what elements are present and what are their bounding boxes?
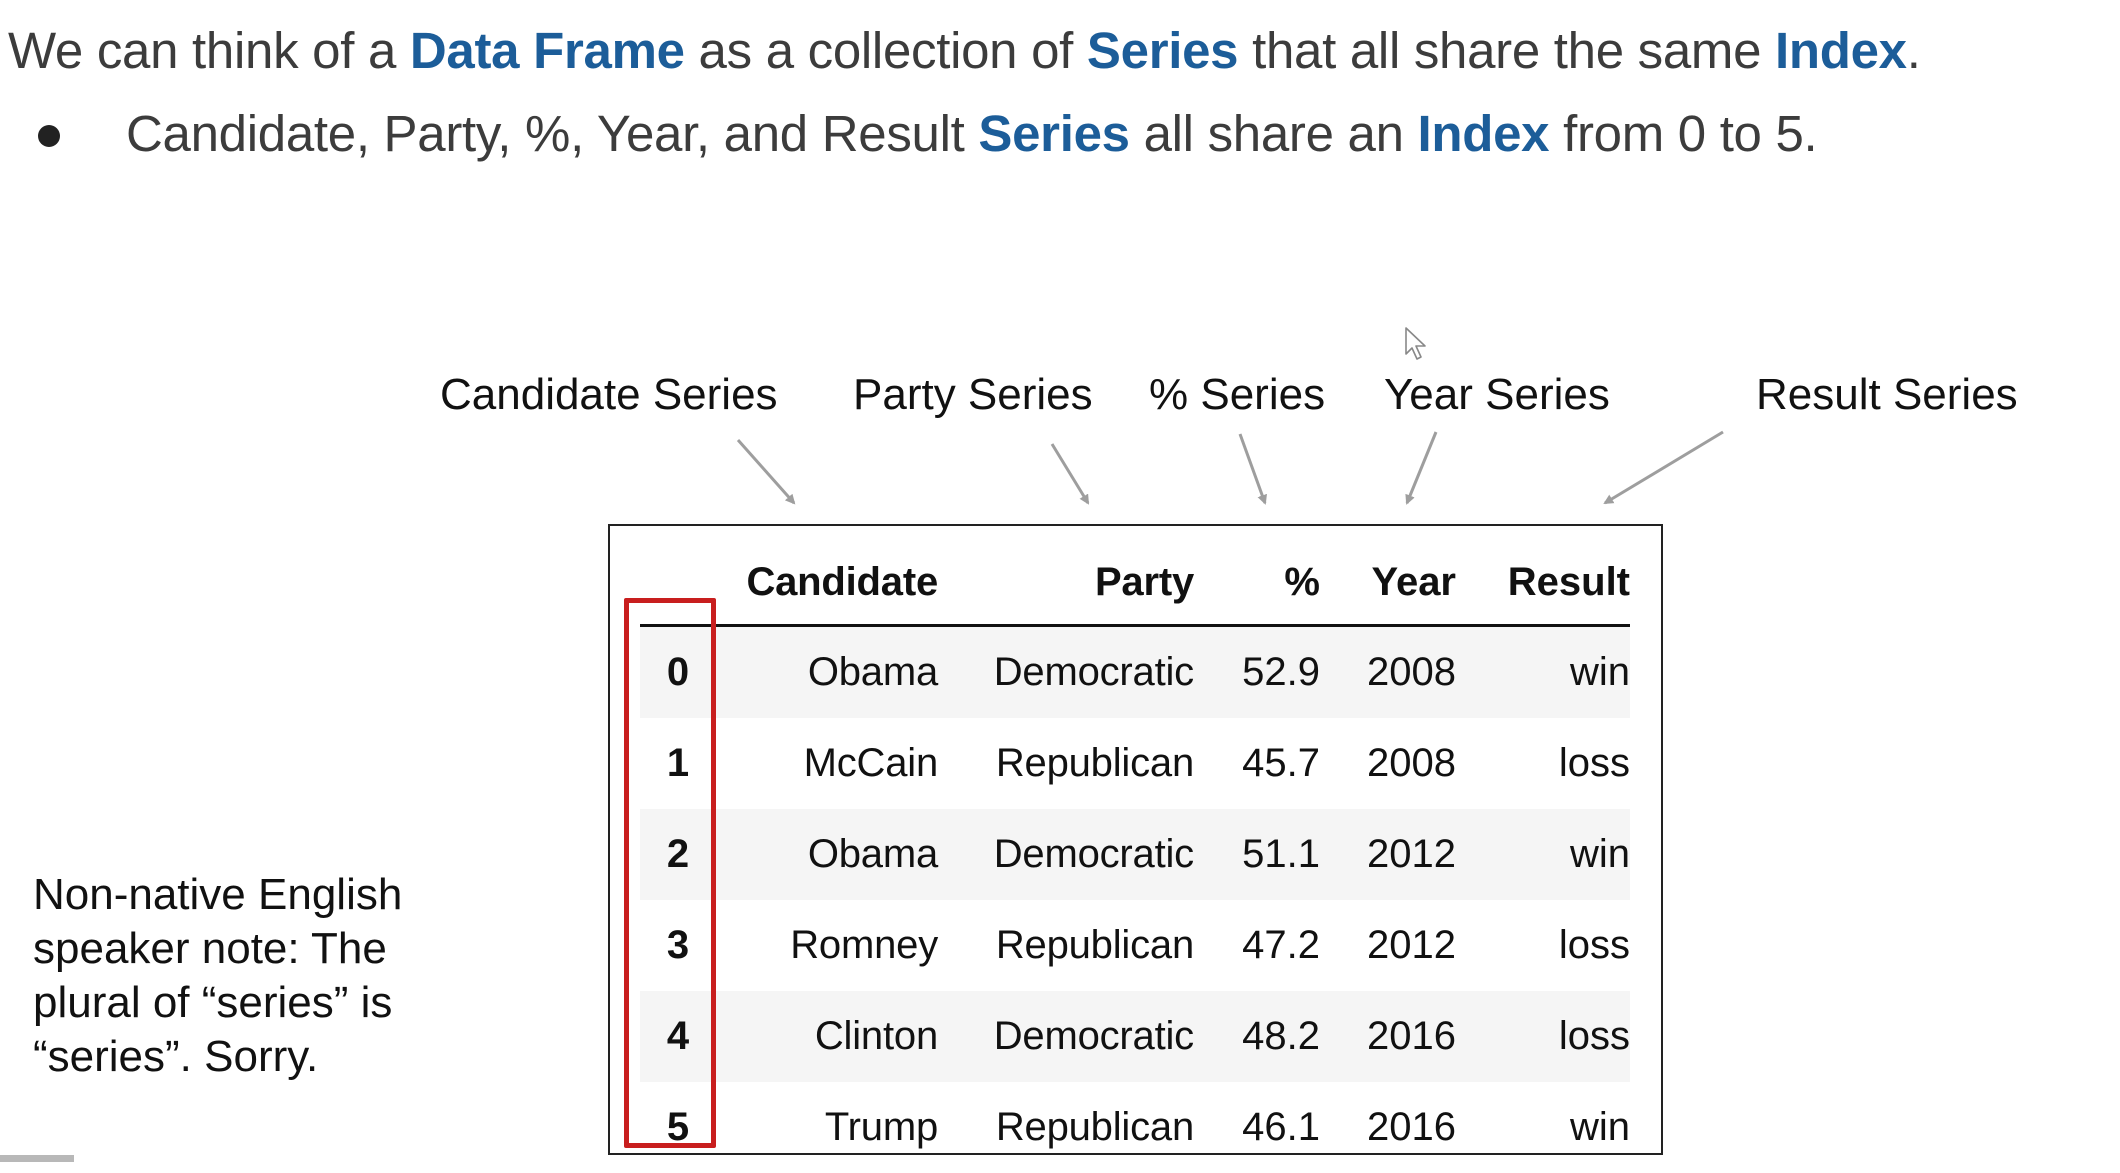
year-column-header: Year <box>1320 540 1456 627</box>
index-cell: 5 <box>666 1105 690 1149</box>
party-cell: Republican <box>995 741 1194 785</box>
party-cell: Republican <box>995 1105 1194 1149</box>
index-cell: 0 <box>640 625 716 718</box>
result-cell: win <box>1456 625 1630 718</box>
bullet-text-1: Candidate, Party, %, Year, and Result <box>126 105 979 162</box>
table-row: 1 McCain Republican 45.7 2008 loss <box>640 718 1630 809</box>
candidate-cell: Romney <box>790 923 938 967</box>
headline-term-data-frame: Data Frame <box>409 22 685 79</box>
percent-column-header: % <box>1194 540 1320 627</box>
year-arrow <box>1405 431 1438 505</box>
headline-text-2: as a collection of <box>684 22 1087 79</box>
party-cell: Democratic <box>938 625 1194 718</box>
result-arrow <box>1603 430 1724 505</box>
party-cell: Republican <box>995 923 1194 967</box>
data-frame-table-frame: Candidate Party % Year Result 0 Obama De… <box>608 524 1663 1155</box>
party-column-header: Party <box>938 540 1194 627</box>
result-cell: win <box>1569 1105 1630 1149</box>
mouse-pointer-icon <box>1405 327 1426 360</box>
result-cell: win <box>1456 809 1630 900</box>
data-frame-table: Candidate Party % Year Result 0 Obama De… <box>640 540 1630 1173</box>
result-cell: loss <box>1456 991 1630 1082</box>
bullet-text-3: from 0 to 5. <box>1549 105 1818 162</box>
candidate-arrow <box>736 439 796 505</box>
percent-cell: 51.1 <box>1194 809 1320 900</box>
headline-text-4: . <box>1906 22 1921 79</box>
headline-text-1: We can think of a <box>8 22 410 79</box>
bullet-text-2: all share an <box>1129 105 1418 162</box>
candidate-cell: Obama <box>716 809 938 900</box>
candidate-series-label: Candidate Series <box>440 370 778 419</box>
bullet-term-series: Series <box>978 105 1130 162</box>
year-cell: 2012 <box>1367 923 1456 967</box>
speaker-note: Non-native English speaker note: The plu… <box>33 870 403 1081</box>
table-row: 4 Clinton Democratic 48.2 2016 loss <box>640 991 1630 1082</box>
result-column-header: Result <box>1456 540 1630 627</box>
percent-cell: 46.1 <box>1242 1105 1320 1149</box>
candidate-cell: McCain <box>803 741 939 785</box>
index-highlight-box <box>624 598 716 1148</box>
percent-arrow <box>1238 433 1267 505</box>
table-row: 0 Obama Democratic 52.9 2008 win <box>640 625 1630 718</box>
result-series-label: Result Series <box>1756 370 2018 419</box>
table-header-row: Candidate Party % Year Result <box>640 540 1630 627</box>
party-series-label: Party Series <box>853 370 1093 419</box>
result-cell: loss <box>1558 741 1630 785</box>
percent-series-label: % Series <box>1149 370 1326 419</box>
candidate-cell: Obama <box>716 625 938 718</box>
index-cell: 3 <box>666 923 690 967</box>
result-cell: loss <box>1558 923 1630 967</box>
percent-cell: 47.2 <box>1242 923 1320 967</box>
bullet-term-index: Index <box>1417 105 1550 162</box>
headline-term-series: Series <box>1086 22 1239 79</box>
year-cell: 2008 <box>1320 625 1456 718</box>
headline-text-3: that all share the same <box>1238 22 1776 79</box>
year-cell: 2016 <box>1367 1105 1456 1149</box>
year-cell: 2016 <box>1320 991 1456 1082</box>
year-cell: 2008 <box>1367 741 1456 785</box>
table-row: 3 Romney Republican 47.2 2012 loss <box>640 900 1630 991</box>
percent-cell: 45.7 <box>1242 741 1320 785</box>
index-cell: 2 <box>640 809 716 900</box>
candidate-cell: Trump <box>824 1105 938 1149</box>
candidate-cell: Clinton <box>716 991 938 1082</box>
year-cell: 2012 <box>1320 809 1456 900</box>
headline-term-index: Index <box>1775 22 1907 79</box>
year-series-label: Year Series <box>1384 370 1610 419</box>
party-cell: Democratic <box>938 991 1194 1082</box>
index-cell: 4 <box>640 991 716 1082</box>
percent-cell: 52.9 <box>1194 625 1320 718</box>
index-column-header <box>640 540 716 627</box>
table-row: 5 Trump Republican 46.1 2016 win <box>640 1082 1630 1173</box>
bullet-text: Candidate, Party, %, Year, and Result Se… <box>126 101 1818 167</box>
corner-mark <box>0 1155 74 1162</box>
party-cell: Democratic <box>938 809 1194 900</box>
index-cell: 1 <box>666 741 690 785</box>
candidate-column-header: Candidate <box>716 540 938 627</box>
table-row: 2 Obama Democratic 51.1 2012 win <box>640 809 1630 900</box>
bullet-dot-icon <box>38 125 60 147</box>
percent-cell: 48.2 <box>1194 991 1320 1082</box>
party-arrow <box>1050 443 1090 505</box>
headline: We can think of a Data Frame as a collec… <box>8 18 1921 84</box>
